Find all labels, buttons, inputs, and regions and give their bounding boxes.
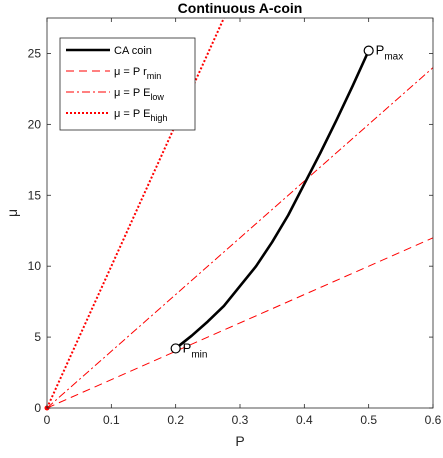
legend-box xyxy=(59,37,196,131)
plot-area: Pmin Pmax xyxy=(44,18,433,411)
y-tick-label: 10 xyxy=(28,259,42,273)
y-tick-label: 25 xyxy=(28,46,42,60)
y-tick-label: 5 xyxy=(34,330,41,344)
x-tick-label: 0 xyxy=(44,413,51,427)
x-tick-label: 0.5 xyxy=(360,413,377,427)
annotation-marker-max xyxy=(363,45,374,56)
x-tick-label: 0.2 xyxy=(167,413,184,427)
series-line-ca-coin xyxy=(174,49,370,350)
legend-entry-3: μ = P Ehigh xyxy=(114,108,167,123)
x-axis-label: P xyxy=(235,433,244,449)
chart-title: Continuous A-coin xyxy=(178,0,303,16)
legend-entry-0: CA coin xyxy=(114,45,152,57)
y-tick-label: 20 xyxy=(28,117,42,131)
y-axis-label: μ xyxy=(4,209,20,217)
x-tick-label: 0.4 xyxy=(296,413,313,427)
annotation-label-max: Pmax xyxy=(376,43,404,63)
series-group xyxy=(47,18,433,408)
x-tick-label: 0.1 xyxy=(103,413,120,427)
y-tick-label: 15 xyxy=(28,188,42,202)
series-line-e-low xyxy=(47,67,433,408)
legend-entry-2: μ = P Elow xyxy=(114,87,164,102)
y-tick-label: 0 xyxy=(34,401,41,415)
series-line-r-min xyxy=(47,237,433,408)
legend-entry-1: μ = P rmin xyxy=(114,66,161,81)
annotation-marker-min xyxy=(170,343,181,354)
ticks: 0 0.1 0.2 0.3 0.4 0.5 0.6 0 5 10 15 20 25 xyxy=(28,18,442,427)
x-tick-label: 0.6 xyxy=(425,413,442,427)
legend: CA coin μ = P rmin μ = P Elow μ = P Ehigh xyxy=(59,37,196,131)
annotation-label-min: Pmin xyxy=(183,340,208,360)
x-tick-label: 0.3 xyxy=(232,413,249,427)
series-line-e-high xyxy=(47,18,226,408)
